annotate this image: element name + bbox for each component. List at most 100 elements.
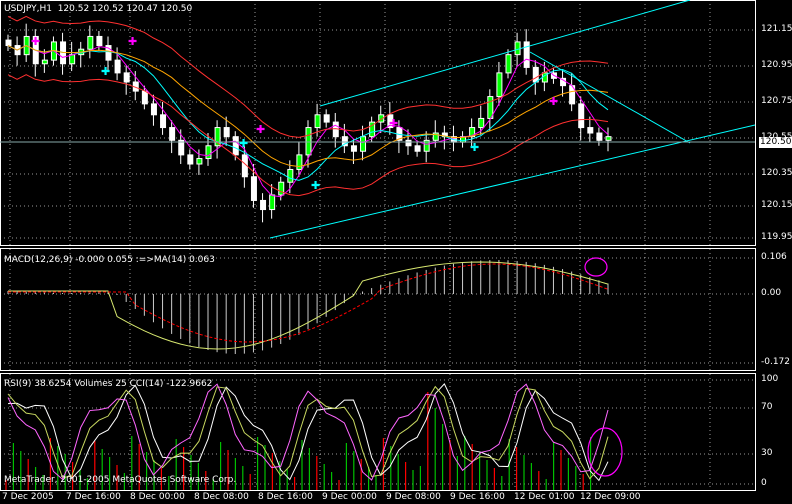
- time-tick-label: 9 Dec 08:00: [386, 492, 441, 502]
- candle-body: [360, 136, 367, 152]
- candle-body: [87, 35, 94, 50]
- candle-body: [278, 181, 285, 196]
- candle-body: [169, 127, 176, 141]
- macd-highlight-circle: [584, 257, 608, 277]
- candle-body: [69, 54, 76, 65]
- macd-pane-border: [0, 248, 756, 371]
- rsi-tick-label: 100: [761, 374, 779, 384]
- rsi-tick-label: 70: [761, 402, 773, 412]
- candle-body: [250, 176, 257, 201]
- rsi-highlight-circle: [587, 427, 623, 477]
- candle-body: [587, 127, 594, 134]
- candle-body: [269, 194, 276, 211]
- candle-body: [41, 59, 48, 65]
- macd-tick-label: -0.172: [761, 357, 791, 367]
- candle-body: [214, 127, 221, 147]
- cci-line: [7, 385, 609, 480]
- candle-body: [223, 127, 230, 138]
- price-tick-label: 121.15: [761, 24, 792, 34]
- candle-body: [232, 136, 239, 156]
- candle-body: [187, 154, 194, 165]
- channel-upper-line: [319, 0, 691, 107]
- envelope-upper-line: [7, 15, 609, 138]
- time-tick-label: 9 Dec 00:00: [322, 492, 377, 502]
- fractal-down-icon: ✚: [470, 141, 479, 154]
- candle-body: [496, 72, 503, 98]
- price-tick-label: 120.75: [761, 96, 792, 106]
- fractal-up-icon: ✚: [389, 117, 398, 130]
- time-tick-label: 12 Dec 01:00: [514, 492, 575, 502]
- candle-body: [196, 158, 203, 165]
- grid-lines: [0, 0, 756, 491]
- price-pane: ✚ ✚ ✚ ✚ ✚ ✚ ✚ ✚ ✚: [0, 0, 756, 239]
- candle-body: [323, 114, 330, 123]
- fractal-down-icon: ✚: [311, 179, 320, 192]
- candle-body: [150, 103, 157, 116]
- candle-body: [432, 132, 439, 141]
- price-tick-label: 120.35: [761, 168, 792, 178]
- candle-body: [523, 41, 530, 68]
- macd-ma-line: [8, 263, 609, 343]
- candle-body: [369, 121, 376, 138]
- candle-body: [341, 136, 348, 147]
- candle-body: [305, 127, 312, 156]
- candle-body: [414, 145, 421, 152]
- fractal-up-icon: ✚: [549, 95, 558, 108]
- macd-pane: [7, 257, 609, 354]
- ma-slow-line: [7, 44, 609, 167]
- channel-top-trend-line: [529, 51, 691, 144]
- price-tick-label: 120.95: [761, 60, 792, 70]
- candle-body: [287, 168, 294, 183]
- copyright-label: MetaTrader, 2001-2005 MetaQuotes Softwar…: [4, 475, 237, 485]
- candle-body: [350, 145, 357, 152]
- macd-tick-label: 0.106: [761, 252, 787, 262]
- candle-body: [314, 114, 321, 129]
- macd-title: MACD(12,26,9) -0.000 0.055 :=>MA(14) 0.0…: [4, 255, 215, 265]
- candle-body: [141, 90, 148, 105]
- candle-body: [5, 39, 12, 47]
- macd-signal-line: [8, 261, 609, 350]
- candle-body: [505, 54, 512, 74]
- rsi-tick-label: 0: [761, 478, 767, 488]
- envelope-lower-line: [7, 74, 609, 197]
- fractal-down-icon: ✚: [239, 137, 248, 150]
- candle-body: [105, 45, 112, 61]
- channel-lower-line: [269, 124, 756, 239]
- fractal-down-icon: ✚: [101, 65, 110, 78]
- candle-body: [578, 103, 585, 129]
- candle-body: [532, 66, 539, 83]
- price-tick-label: 119.95: [761, 232, 792, 242]
- candle-body: [387, 114, 394, 129]
- candle-body: [96, 35, 103, 47]
- fractal-up-icon: ✚: [128, 35, 137, 48]
- rsi-pane-border: [0, 373, 756, 491]
- candle-body: [123, 72, 130, 83]
- current-price-badge: 120.50: [759, 137, 792, 148]
- time-tick-label: 8 Dec 16:00: [258, 492, 313, 502]
- candle-body: [514, 41, 521, 56]
- candle-body: [469, 127, 476, 138]
- cci-signal-line: [7, 383, 609, 481]
- candle-body: [423, 139, 430, 152]
- fractal-up-icon: ✚: [256, 123, 265, 136]
- symbol-label: USDJPY,H1 120.52 120.52 120.47 120.50: [4, 4, 193, 14]
- time-tick-label: 12 Dec 09:00: [580, 492, 641, 502]
- candle-body: [160, 114, 167, 129]
- candle-body: [260, 199, 267, 211]
- time-tick-label: 7 Dec 2005: [2, 492, 54, 502]
- time-tick-label: 8 Dec 08:00: [194, 492, 249, 502]
- price-tick-label: 120.15: [761, 200, 792, 210]
- candle-body: [178, 139, 185, 156]
- price-pane-border: [0, 0, 756, 246]
- candle-body: [378, 114, 385, 123]
- candle-body: [296, 154, 303, 170]
- candle-body: [605, 136, 612, 141]
- fractal-up-icon: ✚: [31, 35, 40, 48]
- rsi-line: [7, 382, 609, 482]
- time-tick-label: 9 Dec 16:00: [450, 492, 505, 502]
- candle-body: [114, 59, 121, 74]
- candle-body: [596, 132, 603, 141]
- rsi-tick-label: 30: [761, 448, 773, 458]
